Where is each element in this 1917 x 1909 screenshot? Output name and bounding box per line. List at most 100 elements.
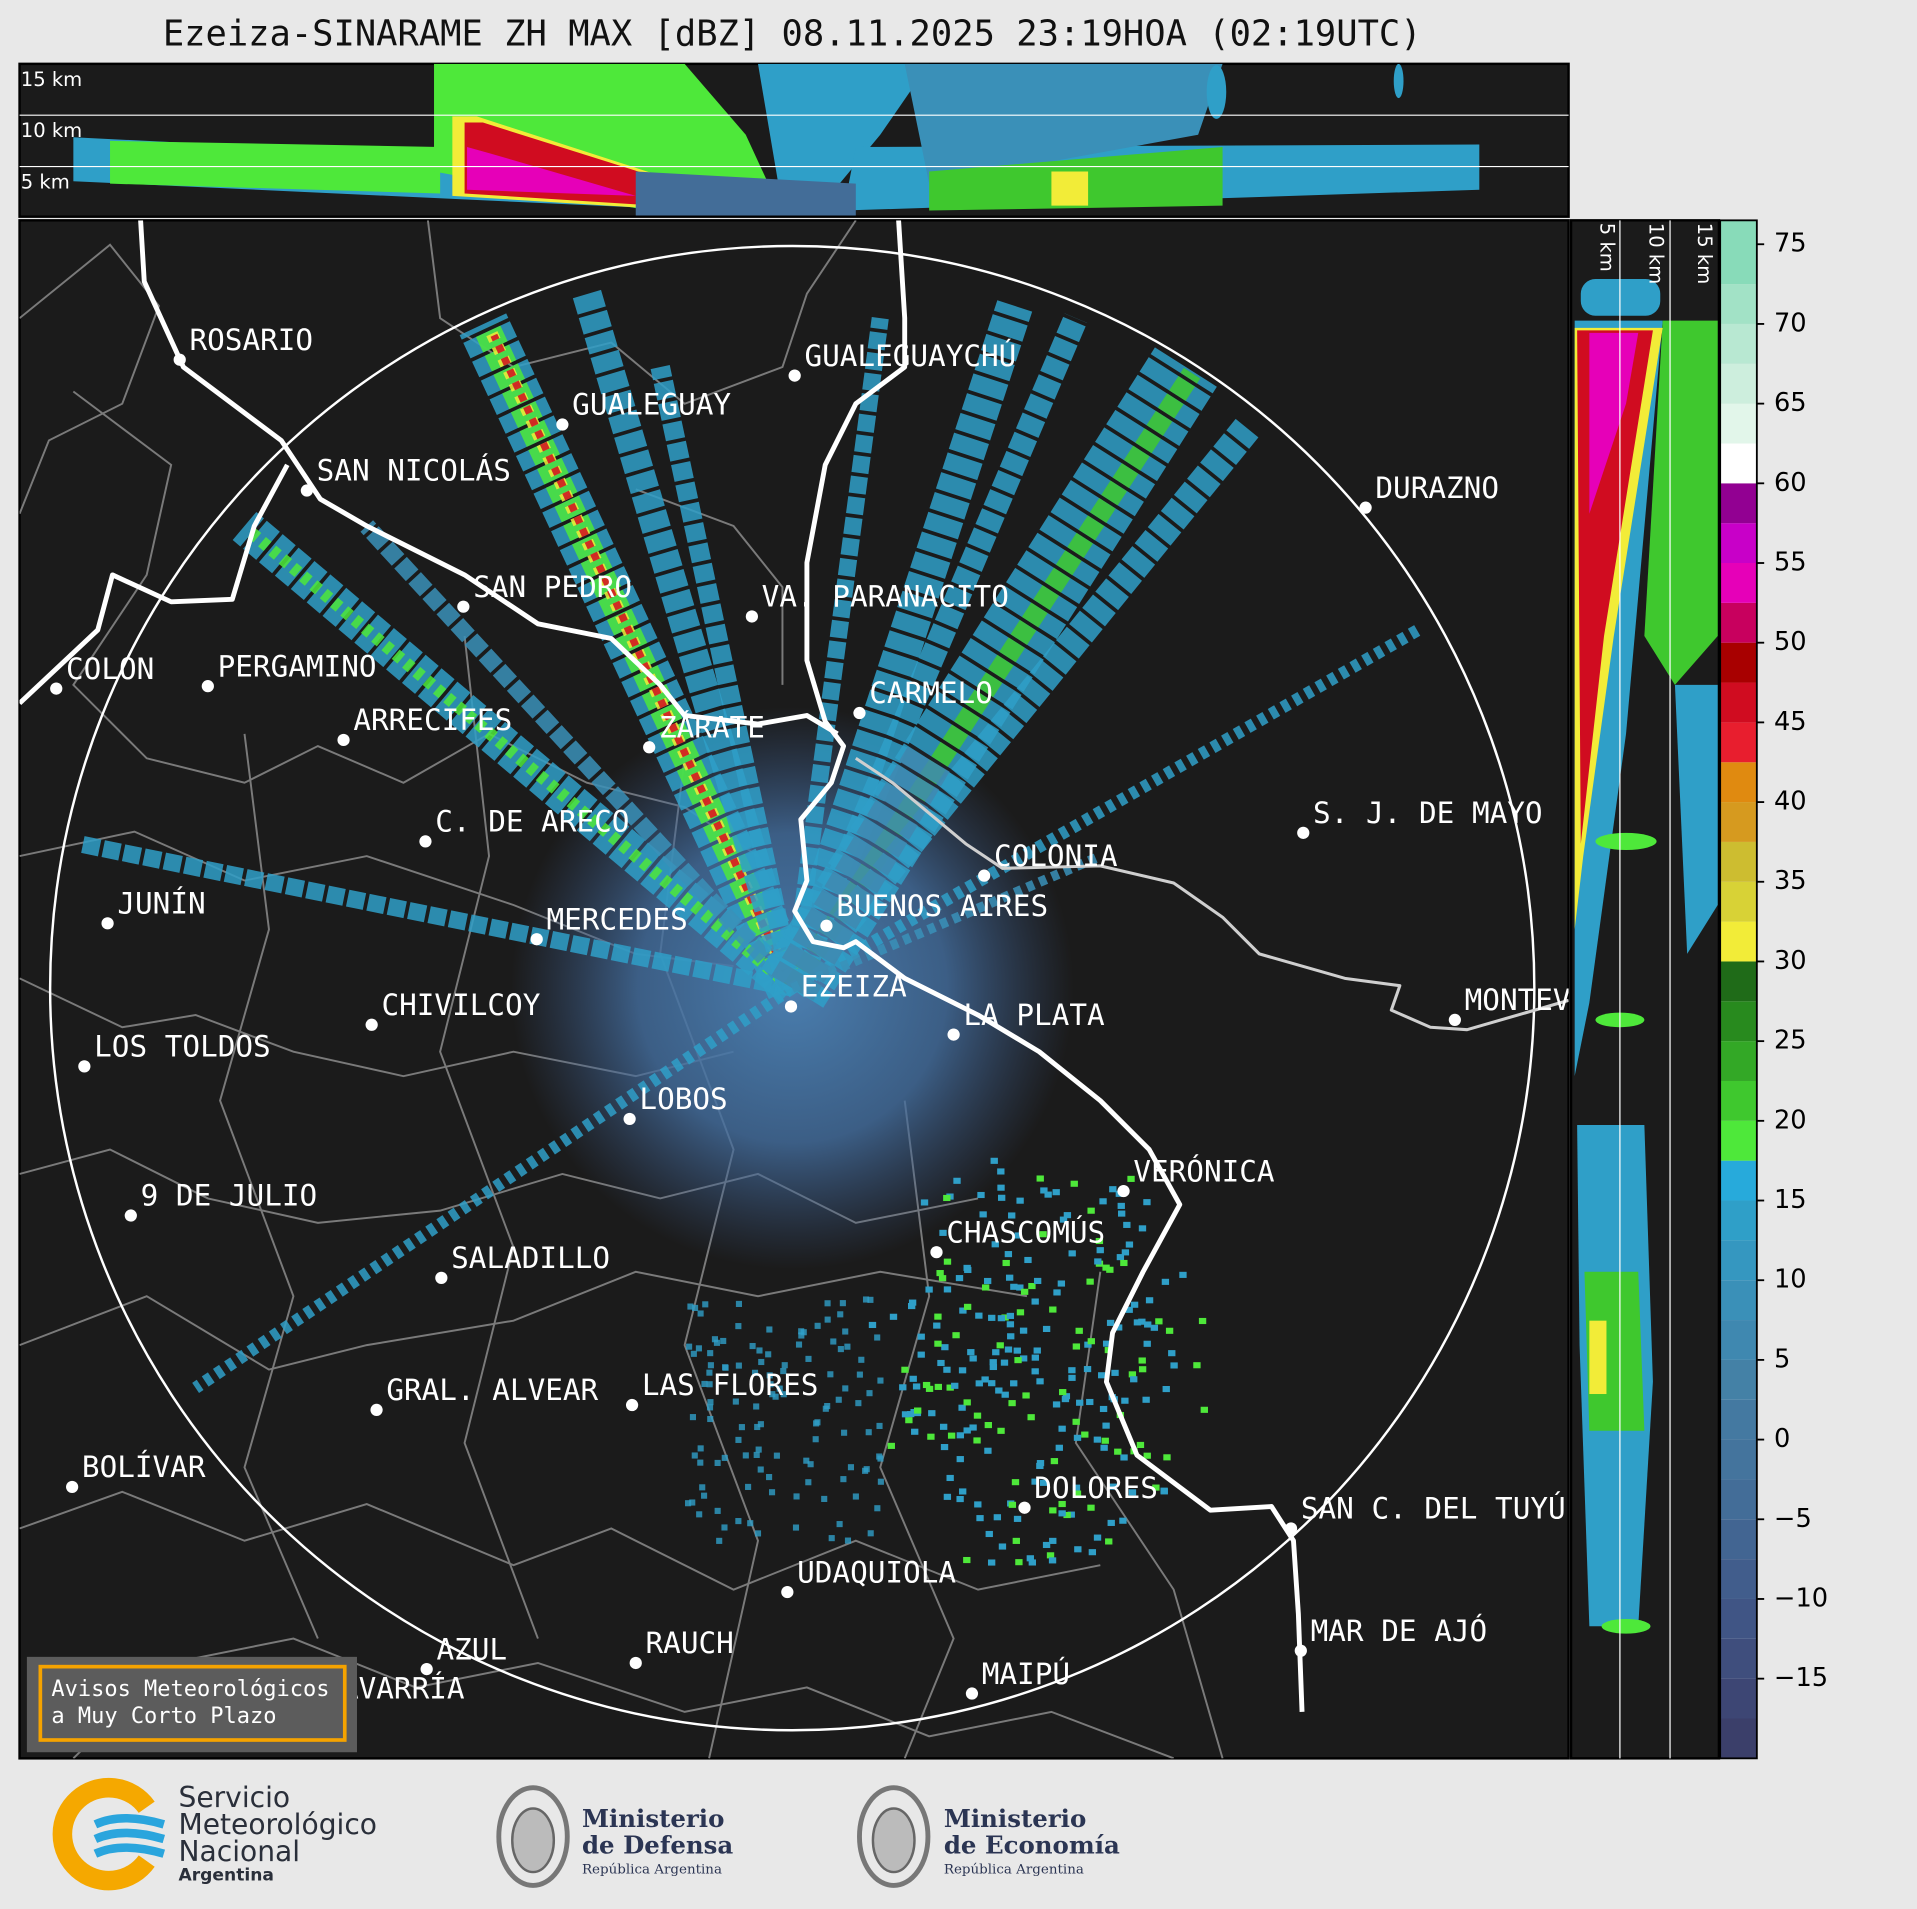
echo-cell [824,1316,831,1323]
city-dot [978,869,991,882]
echo-cell [1006,1321,1015,1328]
echo-cell [1163,1454,1171,1461]
echo-cell [714,1459,721,1467]
echo-cell [765,1351,772,1358]
echo-cell [1068,1367,1076,1374]
echo-cell [1042,1325,1051,1332]
colorbar-bin [1720,1041,1757,1081]
echo-cell [1039,1479,1048,1486]
echo-cell [814,1322,821,1329]
echo-cell [776,1385,783,1392]
echo-cell [867,1296,874,1303]
echo-cell [1086,1278,1094,1285]
echo-cell [985,1530,993,1538]
echo-cell [989,1363,998,1371]
city-label: VA. PARANACITO [762,580,1009,614]
echo-cell [912,1383,921,1390]
echo-cell [691,1452,698,1459]
echo-cell [1109,1186,1117,1193]
echo-cell [837,1311,844,1318]
echo-cell [798,1332,805,1339]
echo-cell [812,1436,819,1443]
echo-cell [865,1429,872,1436]
echo-cell [1179,1271,1187,1278]
echo-cell [1057,1280,1066,1287]
colorbar-tick-label: 25 [1774,1026,1807,1056]
city-dot [530,933,543,946]
echo-cell [1011,1479,1020,1486]
echo-cell [958,1404,966,1411]
echo-cell [721,1524,728,1531]
colorbar-bin [1720,961,1757,1002]
echo-cell [757,1466,764,1473]
echo-cell [696,1511,703,1518]
echo-cell [1087,1207,1095,1214]
colorbar-bin [1720,1080,1757,1121]
height-label: 10 km [1644,223,1667,284]
echo-cell [1138,1357,1146,1364]
echo-cell [953,1177,961,1184]
colorbar-bin [1720,602,1757,643]
logo-text: Ministerio [944,1804,1086,1833]
echo-cell [754,1423,761,1431]
echo-cell [1114,1448,1122,1455]
echo-cell [702,1301,709,1308]
echo-cell [1143,1199,1151,1206]
echo-cell [707,1415,714,1423]
echo-cell [975,1380,983,1387]
echo-cell [1100,1444,1108,1451]
echo-cell [911,1428,919,1435]
echo-cell [925,1385,934,1392]
echo-cell [807,1461,814,1468]
logo-text: Ministerio [582,1804,724,1833]
echo-cell [707,1362,714,1369]
echo-cell [1138,1225,1147,1232]
echo-cell [1044,1191,1052,1198]
echo-cell [937,1359,945,1367]
echo-beam [77,835,794,997]
echo-cell [933,1322,941,1329]
echo-cell [1007,1333,1015,1340]
echo-cell [844,1343,851,1350]
echo-cell [1165,1327,1174,1334]
echo-cell [856,1371,863,1378]
echo-cell [967,1349,975,1356]
echo-cell [905,1417,913,1424]
echo-cell [973,1412,982,1419]
city-label: CHIVILCOY [381,988,540,1022]
echo-cell [1130,1376,1138,1383]
echo-cell [975,1312,983,1319]
echo-cell [1106,1319,1115,1326]
echo-cell [927,1433,935,1440]
echo-cell [847,1464,855,1471]
echo-cell [689,1414,696,1421]
echo-cell [1019,1355,1028,1362]
echo-cell [772,1393,779,1400]
echo-cell [1013,1347,1021,1354]
echo-cell [1058,1500,1066,1508]
echo-cell [1059,1216,1068,1223]
title: Ezeiza-SINARAME ZH MAX [dBZ] 08.11.2025 … [163,14,1422,55]
echo-cell [735,1436,742,1443]
echo-cell [1055,1444,1063,1451]
city-label: C. DE ARECO [435,805,629,839]
echo-cell [1121,1397,1129,1404]
echo-cell [1042,1541,1051,1549]
echo-cell [697,1445,704,1452]
echo-cell [1102,1340,1111,1347]
city-label: UDAQUIOLA [797,1555,956,1589]
colorbar-bin [1720,443,1757,484]
echo-cell [877,1478,884,1485]
warning-text: Avisos Meteorológicos [51,1677,329,1702]
echo-cell [1102,1422,1110,1429]
city-dot [1294,1644,1307,1657]
echo-cell [1127,1175,1135,1182]
echo-cell [1109,1483,1117,1490]
echo-cell [874,1334,881,1341]
echo-cell [1049,1507,1057,1514]
city-dot [435,1271,448,1284]
city-label: RAUCH [646,1626,734,1660]
echo-cell [862,1296,870,1303]
city-dot [625,1398,639,1412]
echo-cell [685,1500,692,1507]
